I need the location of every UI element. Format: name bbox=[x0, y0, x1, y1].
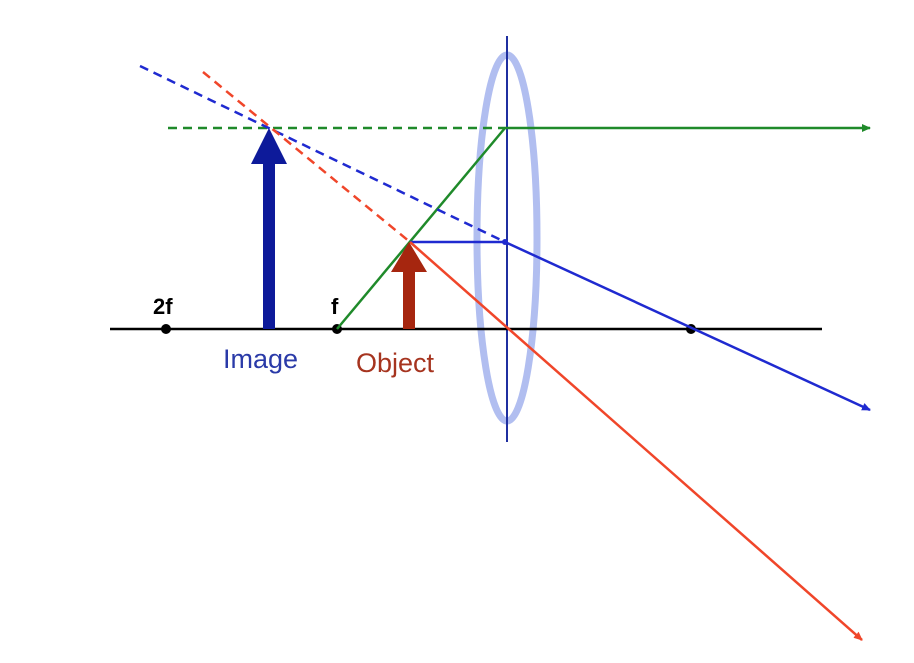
focal-point-2f bbox=[161, 324, 171, 334]
blue-ray-lens-point bbox=[502, 239, 508, 245]
blue-ray-dashed-extension bbox=[139, 64, 506, 244]
label-f: f bbox=[331, 294, 339, 319]
label-2f: 2f bbox=[153, 294, 173, 319]
object-arrow-shaft bbox=[403, 268, 415, 329]
label-object: Object bbox=[356, 348, 435, 378]
blue-ray-refracted bbox=[504, 240, 871, 412]
green-ray-incident bbox=[336, 127, 506, 330]
object-arrow-head bbox=[391, 242, 427, 272]
image-arrow-head bbox=[251, 128, 287, 164]
red-ray-through-center bbox=[409, 241, 863, 641]
image-arrow-shaft bbox=[263, 160, 275, 329]
red-ray-dashed-extension bbox=[202, 71, 411, 243]
label-image: Image bbox=[223, 344, 298, 374]
